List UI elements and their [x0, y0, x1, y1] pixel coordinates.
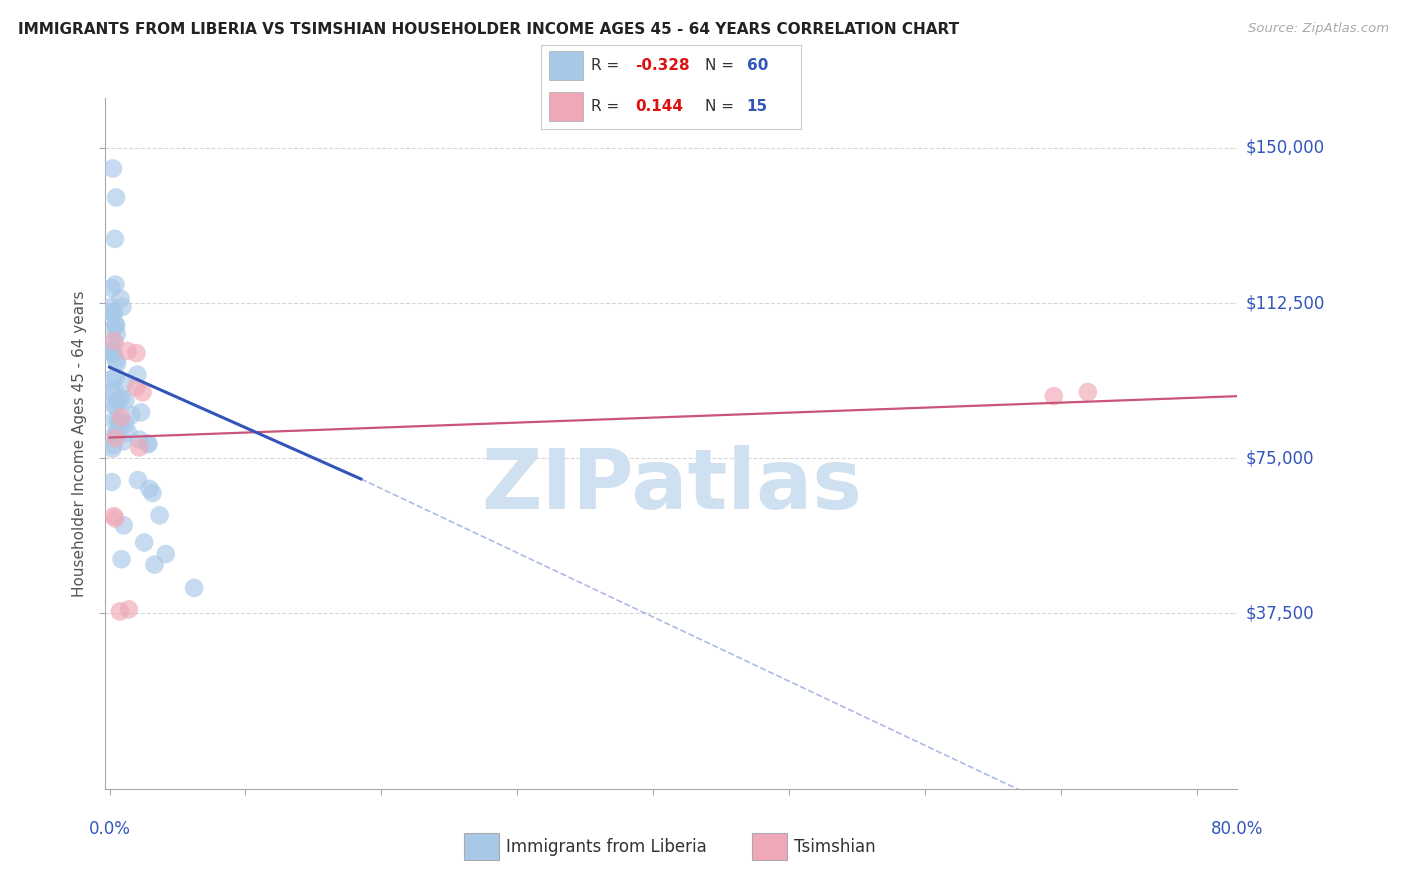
Text: $150,000: $150,000 — [1246, 139, 1324, 157]
Point — [100, 344, 122, 359]
Point — [117, 343, 139, 358]
Point — [104, 369, 127, 384]
Point — [117, 425, 139, 440]
Point — [108, 417, 131, 432]
Text: R =: R = — [591, 99, 624, 114]
Point — [103, 438, 125, 452]
Point — [127, 473, 149, 487]
Point — [104, 277, 127, 292]
Point — [104, 511, 127, 525]
Point — [103, 509, 125, 524]
Text: Tsimshian: Tsimshian — [794, 838, 876, 855]
Bar — [550, 92, 583, 120]
Point — [183, 581, 205, 595]
Point — [107, 413, 129, 427]
Text: IMMIGRANTS FROM LIBERIA VS TSIMSHIAN HOUSEHOLDER INCOME AGES 45 - 64 YEARS CORRE: IMMIGRANTS FROM LIBERIA VS TSIMSHIAN HOU… — [18, 22, 959, 37]
Point — [103, 382, 125, 396]
Point — [155, 547, 177, 561]
Point — [138, 482, 160, 496]
Point — [104, 334, 127, 349]
Text: $37,500: $37,500 — [1246, 605, 1315, 623]
Point — [131, 385, 153, 400]
Point — [103, 334, 125, 348]
Point — [101, 345, 124, 359]
Text: R =: R = — [591, 58, 624, 73]
Point — [105, 318, 128, 333]
Point — [134, 535, 156, 549]
Point — [110, 292, 132, 306]
Point — [105, 326, 128, 341]
Text: -0.328: -0.328 — [636, 58, 689, 73]
Point — [121, 408, 143, 422]
Point — [136, 436, 159, 450]
Point — [128, 433, 150, 447]
Point — [101, 397, 124, 411]
Point — [101, 442, 124, 456]
Text: N =: N = — [706, 58, 740, 73]
Point — [104, 426, 127, 441]
Point — [104, 399, 127, 413]
Point — [127, 368, 149, 382]
Point — [105, 426, 128, 441]
Text: 80.0%: 80.0% — [1211, 820, 1264, 838]
Point — [125, 346, 148, 360]
Text: 15: 15 — [747, 99, 768, 114]
Point — [114, 417, 136, 431]
Point — [100, 300, 122, 314]
Point — [104, 318, 127, 332]
Point — [101, 306, 124, 320]
Point — [100, 344, 122, 359]
Point — [114, 393, 136, 408]
Point — [110, 410, 132, 425]
Point — [118, 602, 141, 616]
Point — [103, 413, 125, 427]
Point — [101, 161, 124, 176]
Text: 0.144: 0.144 — [636, 99, 683, 114]
Text: 0.0%: 0.0% — [89, 820, 131, 838]
Point — [107, 395, 129, 409]
Point — [100, 281, 122, 295]
Point — [141, 486, 163, 500]
Point — [105, 190, 128, 204]
Point — [128, 441, 150, 455]
Point — [104, 431, 127, 445]
Point — [149, 508, 172, 523]
Text: Immigrants from Liberia: Immigrants from Liberia — [506, 838, 707, 855]
Text: $75,000: $75,000 — [1246, 450, 1315, 467]
Text: ZIPatlas: ZIPatlas — [481, 445, 862, 525]
Point — [143, 558, 166, 572]
Text: $112,500: $112,500 — [1246, 294, 1324, 312]
Point — [103, 347, 125, 361]
Point — [114, 377, 136, 392]
Point — [125, 380, 148, 394]
Point — [111, 300, 134, 314]
Point — [103, 306, 125, 320]
Point — [1043, 389, 1066, 403]
Text: N =: N = — [706, 99, 740, 114]
Point — [104, 232, 127, 246]
Text: 60: 60 — [747, 58, 768, 73]
Point — [105, 356, 128, 370]
Y-axis label: Householder Income Ages 45 - 64 years: Householder Income Ages 45 - 64 years — [72, 291, 87, 597]
Point — [103, 321, 125, 335]
Point — [101, 372, 124, 386]
Point — [112, 434, 135, 449]
Point — [110, 552, 132, 566]
Point — [101, 305, 124, 319]
Point — [101, 385, 124, 400]
Point — [129, 405, 152, 419]
Point — [105, 354, 128, 368]
Point — [108, 604, 131, 618]
Point — [138, 437, 160, 451]
Point — [100, 475, 122, 489]
Bar — [550, 52, 583, 80]
Point — [110, 392, 132, 406]
Point — [1077, 384, 1099, 399]
Point — [110, 417, 132, 432]
Point — [112, 518, 135, 533]
Text: Source: ZipAtlas.com: Source: ZipAtlas.com — [1249, 22, 1389, 36]
